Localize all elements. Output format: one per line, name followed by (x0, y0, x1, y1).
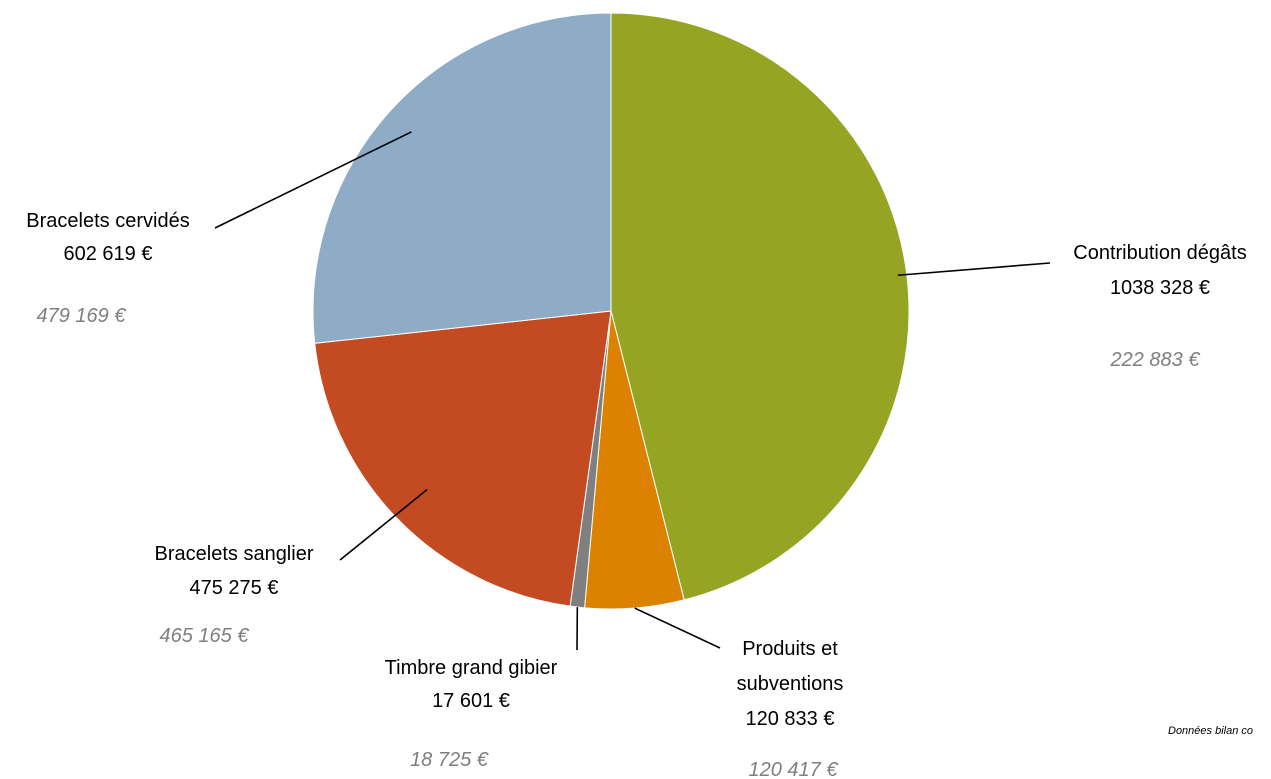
slice-previous-value-4: 479 169 € (37, 305, 127, 327)
leader-line-0 (897, 262, 1051, 277)
slice-value-label-3: 475 275 € (190, 577, 279, 599)
slice-value-label-0: 1038 328 € (1110, 277, 1210, 299)
slice-name-label-1: subventions (737, 673, 844, 695)
pie-slice-4 (312, 12, 612, 344)
slice-previous-value-3: 465 165 € (160, 625, 250, 647)
slice-previous-value-0: 222 883 € (1110, 349, 1201, 371)
slice-value-label-4: 602 619 € (64, 243, 153, 265)
slice-value-label-2: 17 601 € (432, 690, 510, 712)
slice-name-label-0: Contribution dégâts (1073, 242, 1246, 264)
slice-name-label-2: Timbre grand gibier (385, 657, 558, 679)
leader-line-3 (339, 488, 428, 561)
slice-labels: Contribution dégâts 1038 328 € 222 883 € Pr… (26, 210, 1246, 779)
slice-name-label-1: Produits et (742, 638, 838, 660)
slice-previous-value-1: 120 417 € (749, 759, 839, 779)
pie-slice-3 (314, 310, 612, 607)
slice-value-label-1: 120 833 € (746, 708, 835, 730)
pie-slices (312, 12, 910, 610)
leader-line-4 (214, 131, 412, 229)
source-note: Données bilan co (1168, 725, 1253, 737)
slice-previous-value-2: 18 725 € (410, 749, 489, 771)
leader-lines (214, 131, 1051, 651)
leader-line-1 (634, 607, 721, 649)
slice-name-label-3: Bracelets sanglier (155, 543, 314, 565)
slice-name-label-4: Bracelets cervidés (26, 210, 189, 232)
